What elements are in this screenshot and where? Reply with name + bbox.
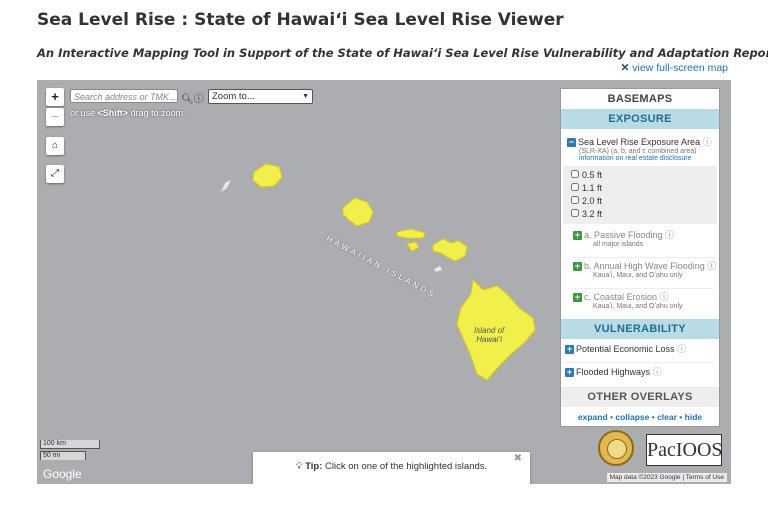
slr-title-row[interactable]: − Sea Level Rise Exposure Area ⓘ — [567, 135, 715, 148]
maui — [432, 238, 468, 262]
layer-item[interactable]: + a. Passive Flooding ⓘ all major islands — [573, 230, 715, 258]
expand-icon: + — [573, 261, 582, 272]
option-row[interactable]: 1.1 ft — [571, 182, 709, 195]
drag-hint: or use <Shift> drag to zoom — [70, 108, 183, 118]
vulnerability-header[interactable]: VULNERABILITY — [561, 319, 719, 339]
pacioos-logo: PacIOOS — [646, 434, 723, 466]
layer-item[interactable]: + b. Annual High Wave Flooding ⓘ Kauaʻi, M… — [573, 258, 716, 289]
checkbox[interactable] — [571, 209, 579, 217]
terms-link[interactable]: Terms of Use — [685, 474, 724, 481]
dropdown-arrow: ▼ — [302, 93, 309, 100]
checkbox[interactable] — [571, 170, 579, 178]
layer-sub: all major islands — [593, 241, 644, 249]
slr-section: − Sea Level Rise Exposure Area ⓘ (SLR-XA)… — [561, 129, 719, 162]
fullscreen-link[interactable]: ✕ view full-screen map — [621, 62, 728, 74]
scale-mi: 50 mi — [40, 451, 86, 460]
kahoolawe — [434, 266, 442, 272]
attribution: Map data ©2023 Google | Terms of Use — [606, 473, 727, 482]
layer-title: b. Annual High Wave Flooding — [584, 261, 705, 271]
slr-title: Sea Level Rise Exposure Area — [578, 137, 701, 147]
info-icon[interactable]: ⓘ — [702, 137, 712, 147]
tip-text: Click on one of the highlighted islands. — [325, 461, 488, 472]
layer-title: c. Coastal Erosion — [584, 292, 658, 302]
home-button[interactable]: ⌂ — [46, 137, 64, 155]
collapse-icon: − — [567, 137, 576, 148]
layer-item[interactable]: + c. Coastal Erosion ⓘ Kauaʻi, Maui, and O… — [573, 289, 715, 319]
seal-inner — [607, 439, 627, 459]
exposure-header[interactable]: EXPOSURE — [561, 109, 719, 129]
checkbox[interactable] — [571, 183, 579, 191]
tip-box: 💡︎ Tip: Click on one of the highlighted … — [253, 452, 530, 484]
layer-title: a. Passive Flooding — [584, 230, 663, 240]
vuln-item[interactable]: + Potential Economic Loss ⓘ — [565, 344, 715, 363]
tip-label: Tip: — [305, 461, 323, 472]
slr-sub: (SLR-XA) (a, b, and c combined area) — [579, 148, 697, 155]
option-row[interactable]: 2.0 ft — [571, 195, 709, 208]
option-label: 3.2 ft — [582, 209, 603, 219]
search-input[interactable]: Search address or TMK... — [70, 89, 178, 103]
option-label: 0.5 ft — [582, 170, 603, 180]
vuln-title: Potential Economic Loss — [576, 344, 675, 354]
map-islands — [221, 163, 536, 381]
oahu — [342, 197, 374, 227]
island-label-line: Hawaiʻi — [476, 335, 503, 344]
option-label: 1.1 ft — [582, 183, 603, 193]
island-label-line: Island of — [474, 326, 505, 335]
island-label: Island of Hawaiʻi — [474, 326, 504, 344]
action-link[interactable]: hide — [684, 412, 703, 422]
expand-icon: + — [565, 367, 574, 378]
hawaii-island — [456, 278, 536, 381]
option-row[interactable]: 0.5 ft — [571, 169, 709, 182]
layer-sub: Kauaʻi, Maui, and Oʻahu only — [593, 303, 683, 311]
vuln-list: + Potential Economic Loss ⓘ + Flooded High… — [561, 339, 719, 385]
layer-panel: BASEMAPS EXPOSURE − Sea Level Rise Exposu… — [560, 88, 720, 427]
kauai — [252, 163, 283, 188]
zoom-select-text: Zoom to... — [212, 91, 255, 102]
page-title: Sea Level Rise : State of Hawaiʻi Sea Le… — [37, 10, 564, 30]
expand-icon: + — [573, 292, 582, 303]
hint-key: <Shift> — [97, 108, 129, 118]
hint-suffix: drag to zoom — [130, 108, 184, 118]
layer-list: + a. Passive Flooding ⓘ all major islands … — [561, 224, 719, 319]
zoom-in[interactable]: + — [46, 88, 64, 106]
expand-icon: ✕ — [620, 62, 630, 74]
vuln-item[interactable]: + Flooded Highways ⓘ — [565, 367, 662, 378]
scale-km: 100 km — [40, 440, 100, 449]
option-row[interactable]: 3.2 ft — [571, 208, 709, 221]
google-logo: Google — [43, 467, 82, 481]
overlays-header[interactable]: OTHER OVERLAYS — [561, 387, 719, 407]
action-link[interactable]: expand — [577, 412, 608, 422]
fullscreen-text: view full-screen map — [632, 62, 728, 74]
action-link[interactable]: clear — [657, 412, 677, 422]
hint-prefix: or use — [70, 108, 96, 118]
tip-close[interactable]: ✖ — [513, 453, 522, 464]
molokai — [396, 228, 426, 239]
layer-sub: Kauaʻi, Maui, and Oʻahu only — [593, 272, 683, 280]
fullscreen-button[interactable]: ⤢ — [46, 165, 64, 183]
niihau — [221, 180, 231, 192]
attribution-text: Map data ©2023 Google — [609, 474, 681, 481]
state-seal — [598, 430, 634, 466]
option-label: 2.0 ft — [582, 196, 603, 206]
checkbox[interactable] — [571, 196, 579, 204]
basemaps-header[interactable]: BASEMAPS — [561, 89, 719, 109]
zoom-out[interactable]: − — [46, 108, 64, 126]
expand-icon: + — [565, 344, 574, 355]
actions-row: expand • collapse • clear • hide — [577, 412, 703, 422]
lanai — [406, 241, 420, 252]
search-icons[interactable]: 🔍︎ⓘ — [181, 94, 204, 105]
slr-options: 0.5 ft 1.1 ft 2.0 ft 3.2 ft — [563, 166, 717, 224]
action-link[interactable]: collapse — [615, 412, 650, 422]
zoom-select[interactable]: Zoom to... ▼ — [208, 89, 313, 104]
vuln-title: Flooded Highways — [576, 367, 651, 377]
slr-link[interactable]: information on real estate disclosure — [579, 155, 692, 162]
subtitle: An Interactive Mapping Tool in Support o… — [37, 46, 768, 60]
expand-icon: + — [573, 230, 582, 241]
